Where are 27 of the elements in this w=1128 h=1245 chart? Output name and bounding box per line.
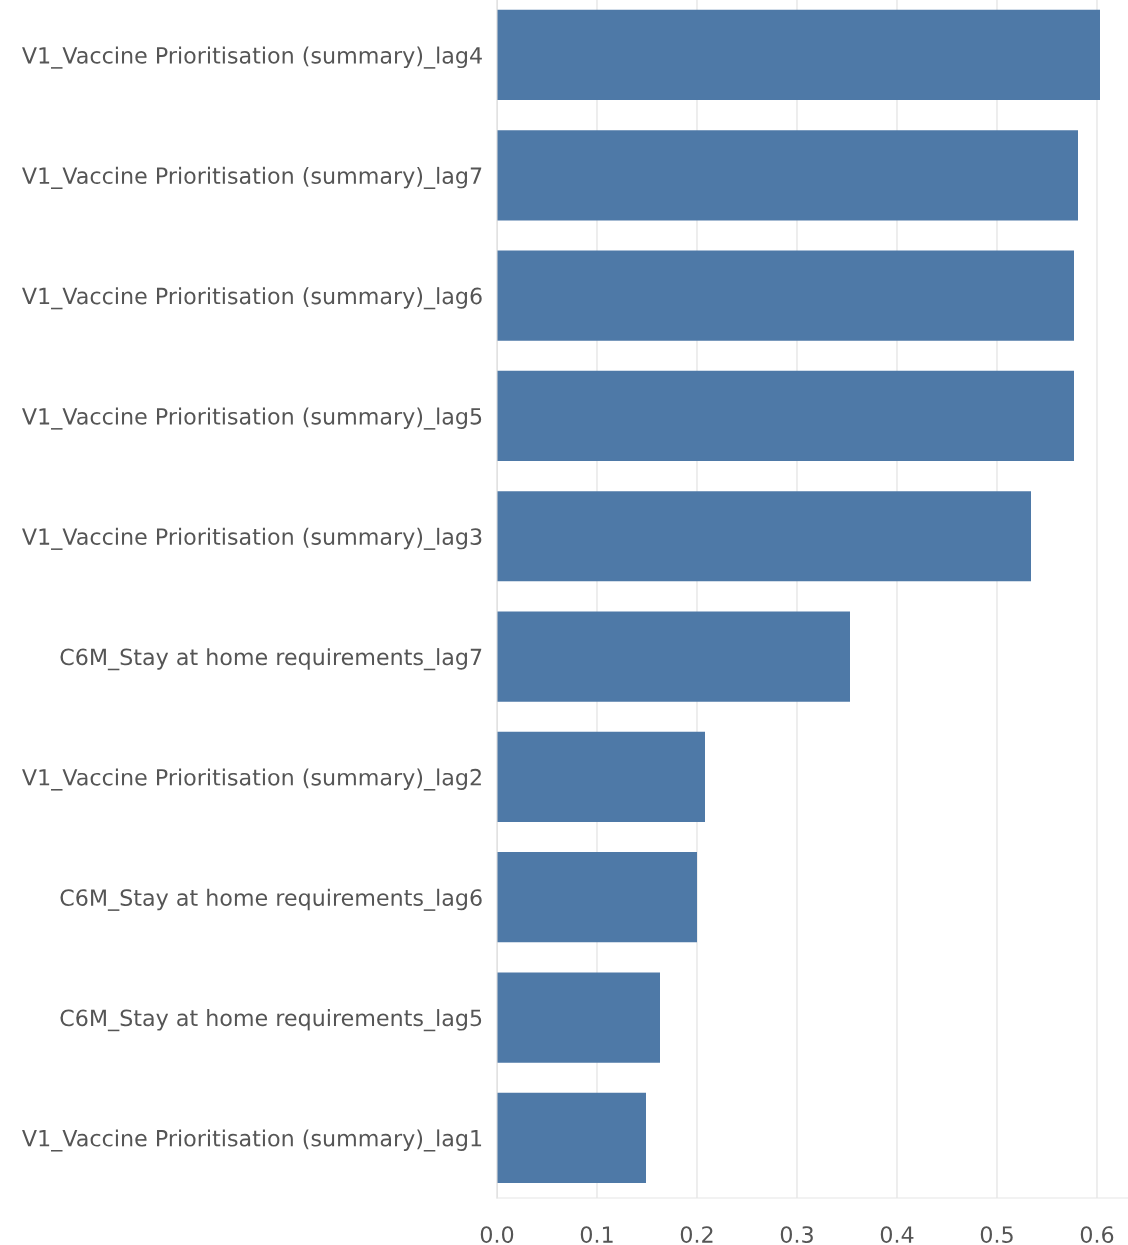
x-tick-label: 0.6 — [1080, 1226, 1114, 1243]
bar — [497, 491, 1031, 582]
y-tick-label: C6M_Stay at home requirements_lag5 — [60, 1009, 482, 1032]
x-tick-label: 0.2 — [680, 1226, 713, 1243]
x-tick-label: 0.1 — [580, 1226, 613, 1243]
x-tick-label: 0.4 — [880, 1226, 914, 1243]
bar — [497, 731, 705, 823]
bar — [497, 852, 697, 943]
y-tick-label: C6M_Stay at home requirements_lag7 — [60, 648, 482, 671]
y-tick-label: V1_Vaccine Prioritisation (summary)_lag6 — [22, 287, 482, 310]
x-tick-label: 0.3 — [780, 1226, 813, 1243]
y-tick-label: V1_Vaccine Prioritisation (summary)_lag5 — [22, 407, 482, 430]
y-tick-label: C6M_Stay at home requirements_lag6 — [60, 888, 482, 911]
x-tick-label: 0.0 — [480, 1226, 514, 1243]
y-tick-label: V1_Vaccine Prioritisation (summary)_lag7 — [22, 166, 482, 189]
bar — [497, 370, 1074, 462]
bar — [497, 130, 1078, 221]
y-tick-label: V1_Vaccine Prioritisation (summary)_lag3 — [22, 527, 482, 550]
bar — [497, 972, 660, 1063]
y-tick-label: V1_Vaccine Prioritisation (summary)_lag1 — [22, 1129, 482, 1152]
bar — [497, 1092, 646, 1183]
bar — [497, 611, 850, 702]
bar — [497, 9, 1100, 101]
y-tick-label: V1_Vaccine Prioritisation (summary)_lag4 — [22, 46, 482, 69]
bar — [497, 250, 1074, 341]
y-tick-label: V1_Vaccine Prioritisation (summary)_lag2 — [22, 768, 481, 791]
x-tick-label: 0.5 — [980, 1226, 1013, 1243]
